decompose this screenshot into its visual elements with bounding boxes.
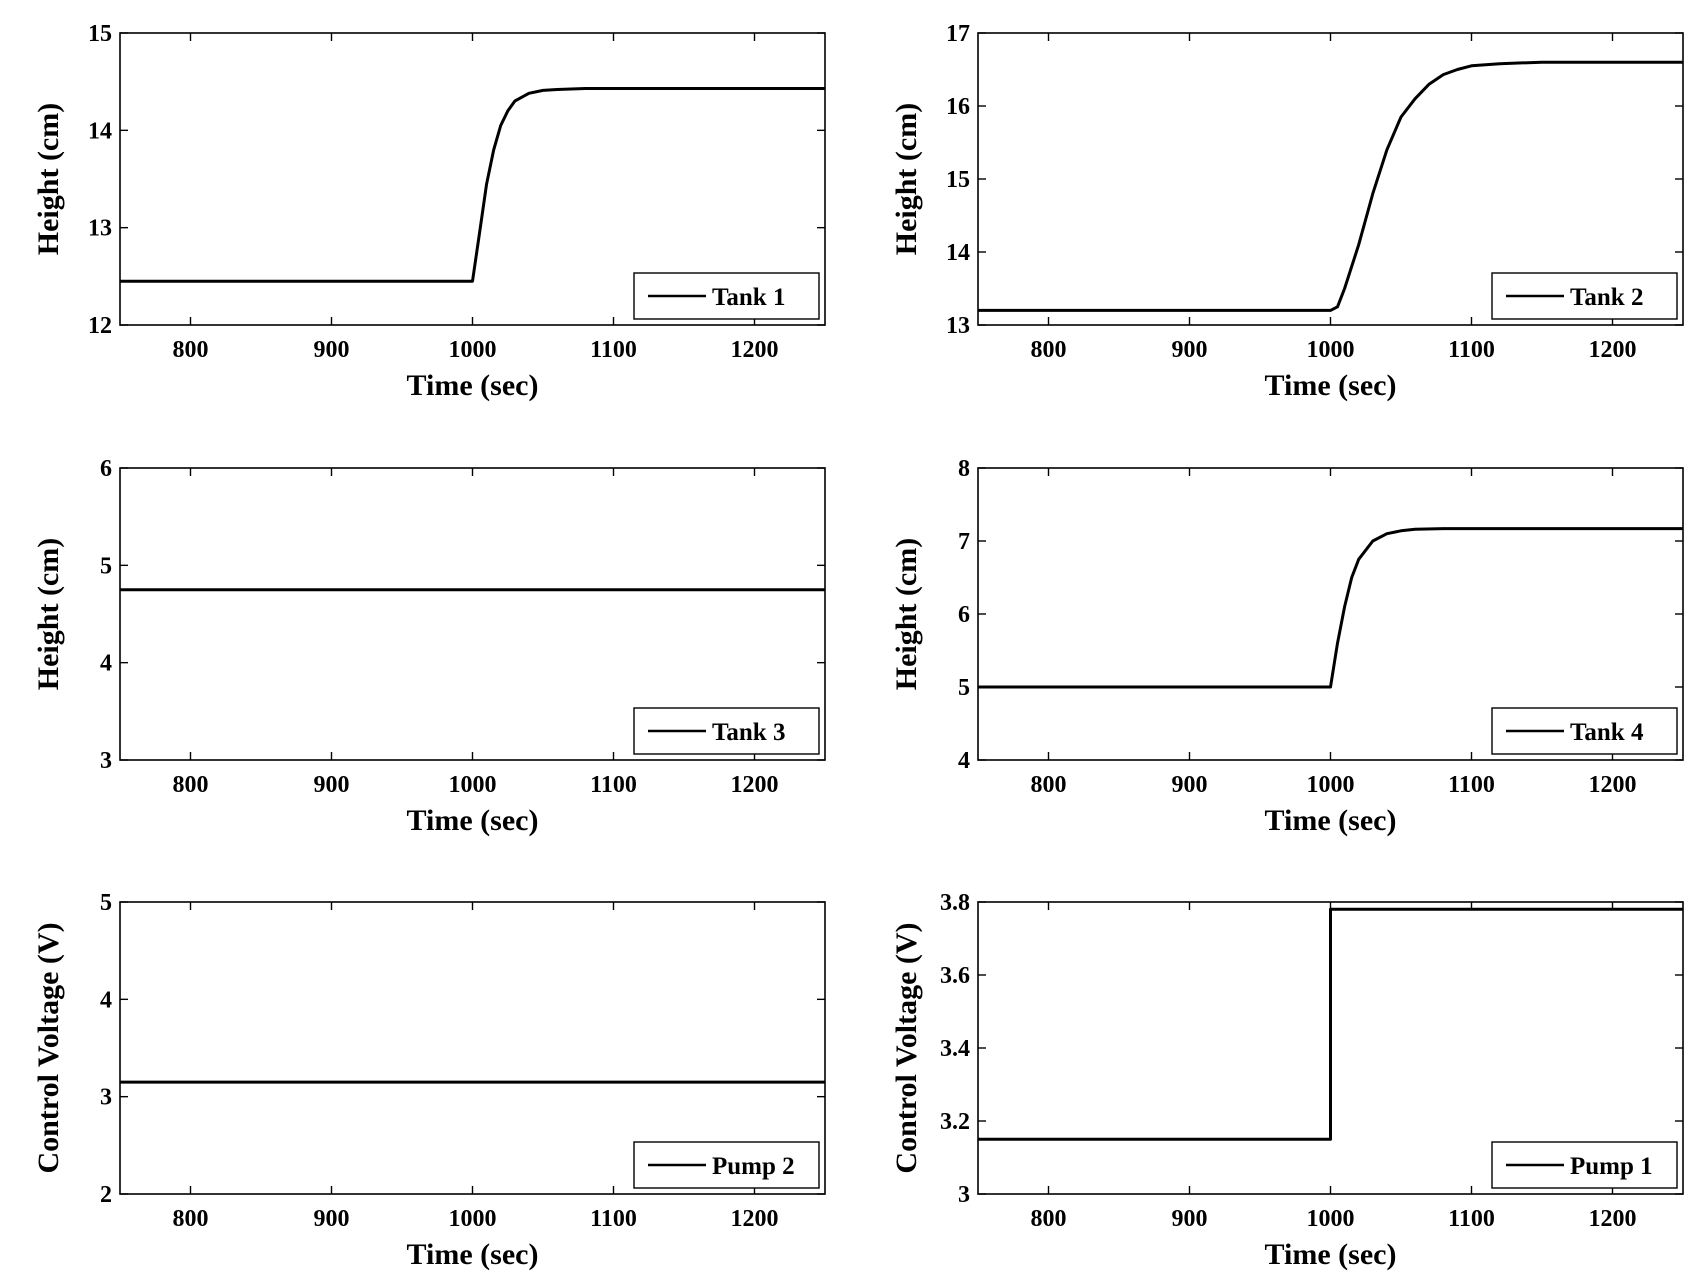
x-axis-label: Time (sec): [1265, 369, 1397, 402]
legend: Tank 3: [633, 707, 820, 755]
y-axis-label: Control Voltage (V): [890, 922, 923, 1173]
legend-label: Tank 3: [712, 719, 785, 746]
y-tick-label: 3.4: [940, 1036, 970, 1062]
y-axis-label: Control Voltage (V): [32, 922, 65, 1173]
y-tick-label: 7: [958, 529, 970, 555]
y-tick-label: 15: [88, 21, 112, 47]
legend: Tank 1: [633, 272, 820, 320]
x-axis-label: Time (sec): [407, 369, 539, 402]
y-tick-label: 14: [88, 118, 112, 144]
x-tick-label: 1000: [449, 1206, 497, 1232]
x-tick-label: 1000: [1307, 1206, 1355, 1232]
x-tick-label: 1000: [1307, 772, 1355, 798]
x-tick-label: 900: [314, 1206, 350, 1232]
x-tick-label: 800: [173, 772, 209, 798]
y-tick-label: 8: [958, 456, 970, 482]
y-tick-label: 3: [958, 1182, 970, 1208]
chart-panel-5: 800 900 1000 1100 1200 2 3 4 5 Time (sec) Control …: [32, 890, 826, 1271]
chart-panel-6: 800 900 1000 1100 1200 3 3.2 3.4 3.6 3.8 Time (sec…: [890, 890, 1684, 1271]
series-line: [978, 527, 1683, 689]
y-tick-label: 16: [946, 94, 970, 120]
y-tick-label: 14: [946, 240, 970, 266]
x-tick-label: 900: [1172, 772, 1208, 798]
y-tick-label: 5: [958, 675, 970, 701]
y-tick-label: 13: [946, 313, 970, 339]
x-tick-label: 900: [1172, 337, 1208, 363]
legend-label: Pump 2: [712, 1153, 795, 1180]
series-line: [120, 87, 825, 283]
x-tick-label: 1000: [449, 772, 497, 798]
x-tick-label: 1000: [449, 337, 497, 363]
legend: Pump 1: [1491, 1141, 1678, 1189]
legend-label: Tank 2: [1570, 284, 1643, 311]
y-tick-label: 6: [958, 602, 970, 628]
x-tick-label: 800: [1031, 772, 1067, 798]
legend-label: Tank 4: [1570, 719, 1644, 746]
y-tick-label: 6: [100, 456, 112, 482]
x-tick-label: 900: [1172, 1206, 1208, 1232]
y-tick-label: 3.2: [940, 1109, 970, 1135]
y-tick-label: 3.8: [940, 890, 970, 916]
x-tick-label: 1100: [1448, 1206, 1495, 1232]
x-tick-label: 800: [173, 337, 209, 363]
x-tick-label: 1200: [1589, 772, 1637, 798]
y-tick-label: 4: [100, 987, 112, 1013]
legend: Tank 2: [1491, 272, 1678, 320]
x-tick-label: 1200: [731, 1206, 779, 1232]
y-tick-label: 4: [958, 748, 970, 774]
x-axis-label: Time (sec): [407, 1238, 539, 1271]
y-tick-label: 3.6: [940, 963, 970, 989]
x-tick-label: 1200: [1589, 337, 1637, 363]
legend: Pump 2: [633, 1141, 820, 1189]
y-tick-label: 5: [100, 553, 112, 579]
x-tick-label: 1100: [590, 1206, 637, 1232]
y-tick-label: 3: [100, 748, 112, 774]
legend-label: Tank 1: [712, 284, 785, 311]
x-tick-label: 800: [1031, 337, 1067, 363]
y-tick-label: 17: [946, 21, 970, 47]
x-axis-label: Time (sec): [407, 804, 539, 837]
x-tick-label: 1200: [1589, 1206, 1637, 1232]
legend-label: Pump 1: [1570, 1153, 1653, 1180]
chart-panel-4: 800 900 1000 1100 1200 4 5 6 7 8 Time (sec) Height …: [890, 456, 1684, 837]
y-tick-label: 4: [100, 651, 112, 677]
y-tick-label: 5: [100, 890, 112, 916]
x-tick-label: 1200: [731, 337, 779, 363]
chart-panel-2: 800 900 1000 1100 1200 13 14 15 16 17 Time (sec) He…: [890, 21, 1684, 402]
y-tick-label: 13: [88, 216, 112, 242]
series-line: [978, 907, 1683, 1141]
x-tick-label: 1100: [590, 772, 637, 798]
chart-panel-3: 800 900 1000 1100 1200 3 4 5 6 Time (sec) Height (…: [32, 456, 826, 837]
legend-box: [1491, 707, 1678, 755]
x-tick-label: 1000: [1307, 337, 1355, 363]
x-tick-label: 900: [314, 337, 350, 363]
x-tick-label: 900: [314, 772, 350, 798]
chart-panel-1: 800 900 1000 1100 1200 12 13 14 15 Time (sec) Heig…: [32, 21, 826, 402]
x-tick-label: 1100: [590, 337, 637, 363]
legend: Tank 4: [1491, 707, 1678, 755]
x-tick-label: 800: [1031, 1206, 1067, 1232]
x-tick-label: 1100: [1448, 772, 1495, 798]
x-axis-label: Time (sec): [1265, 804, 1397, 837]
x-tick-label: 800: [173, 1206, 209, 1232]
y-tick-label: 12: [88, 313, 112, 339]
y-axis-label: Height (cm): [890, 538, 923, 690]
y-axis-label: Height (cm): [32, 538, 65, 690]
x-tick-label: 1200: [731, 772, 779, 798]
y-tick-label: 15: [946, 167, 970, 193]
y-tick-label: 3: [100, 1085, 112, 1111]
y-tick-label: 2: [100, 1182, 112, 1208]
y-axis-label: Height (cm): [890, 103, 923, 255]
x-axis-label: Time (sec): [1265, 1238, 1397, 1271]
x-tick-label: 1100: [1448, 337, 1495, 363]
y-axis-label: Height (cm): [32, 103, 65, 255]
series-line: [978, 60, 1683, 312]
